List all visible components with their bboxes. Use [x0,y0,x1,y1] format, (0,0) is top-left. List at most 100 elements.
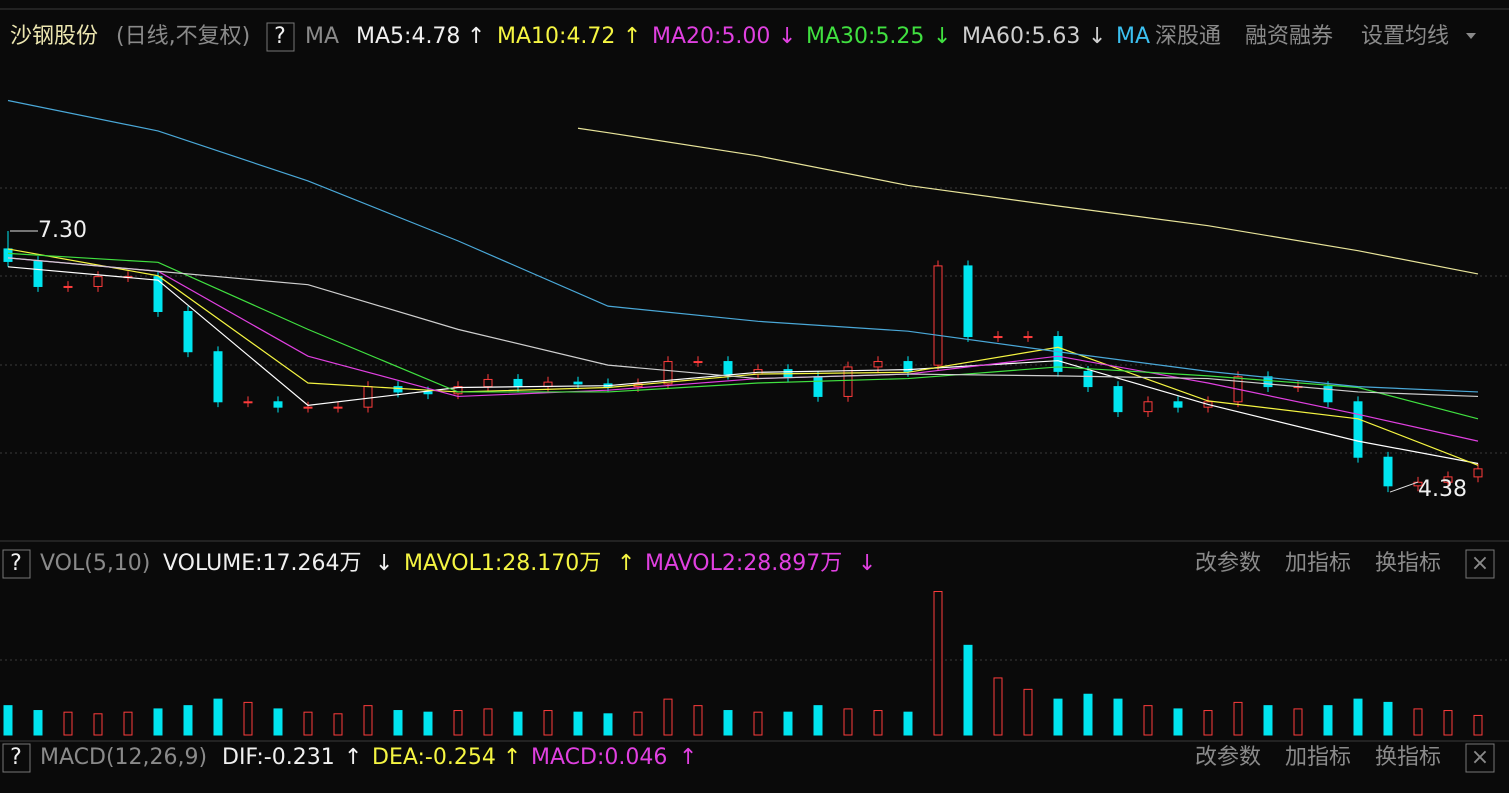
volume-bar [483,708,493,736]
help-label[interactable]: ? [10,551,22,576]
candle-body [483,378,493,388]
vol-arrow: ↓ [858,551,876,576]
candle-body [723,361,733,375]
candle-body [63,285,73,288]
help-button[interactable] [2,549,31,579]
macd-arrow: ↑ [679,745,697,770]
panel-button[interactable]: 加指标 [1285,551,1351,576]
candle-body [1443,476,1453,483]
price-annotation: 4.38 [1418,477,1467,502]
macd-item: DIF:-0.231 [222,745,335,770]
volume-bar [243,701,253,736]
ma-arrow: ↑ [623,24,641,49]
candle-body [963,265,973,338]
volume-bar [93,713,103,736]
volume-bar [453,710,463,736]
volume-bar [1323,705,1333,736]
candle-body [213,351,223,403]
volume-bar [153,708,163,736]
margin-button[interactable]: 融资融券 [1245,24,1333,49]
north-ma[interactable]: MA [1116,24,1150,49]
help-button[interactable] [2,743,31,773]
volume-bar [993,677,1003,736]
volume-bar [933,591,943,736]
volume-bar [423,711,433,736]
close-label[interactable]: × [1471,745,1489,770]
ma-item: MA5:4.78 [356,24,460,49]
period: (日线,不复权) [116,24,250,49]
volume-bar [1113,698,1123,736]
candle-body [93,276,103,287]
candle-body [903,361,913,372]
macd-item: DEA:-0.254 [372,745,496,770]
close-button[interactable] [1465,549,1495,579]
macd-arrow: ↑ [503,745,521,770]
ma-line [577,127,1479,275]
panel-button[interactable]: 加指标 [1285,745,1351,770]
panel-button[interactable]: 改参数 [1195,745,1261,770]
volume-bar [1233,701,1243,736]
settings-button[interactable]: 设置均线 [1361,24,1449,49]
candle-body [423,391,433,395]
volume-bar [1083,693,1093,736]
candle-body [1143,401,1153,413]
panel-button[interactable]: 换指标 [1375,551,1441,576]
annotation-pointer [1389,481,1419,493]
help-label[interactable]: ? [10,745,22,770]
close-label[interactable]: × [1471,551,1489,576]
volume-bar [1203,710,1213,736]
candle-body [1023,336,1033,339]
candle-body [3,248,13,262]
candle-body [873,361,883,368]
candle-body [1383,456,1393,487]
candle-body [363,386,373,408]
volume-bar [513,711,523,736]
north-flow[interactable]: 深股通 [1155,24,1221,49]
help-label[interactable]: ? [274,24,286,49]
volume-bar [1293,708,1303,736]
ma-line [7,248,1479,466]
candle-body [843,366,853,397]
help-button[interactable] [266,22,295,52]
candle-body [813,376,823,397]
ma-item: MA20:5.00 [652,24,770,49]
volume-bar [1023,688,1033,736]
ma-line [7,257,1479,398]
volume-bar [1173,708,1183,736]
candle-body [1473,468,1483,478]
volume-bar [873,710,883,736]
candle-body [243,401,253,404]
volume-bar [573,711,583,736]
volume-bar [723,710,733,736]
ma-line [7,252,1479,420]
ma-item: MA10:4.72 [497,24,615,49]
dropdown-arrow[interactable] [1466,33,1476,39]
vol-item: MAVOL2:28.897万 [645,551,842,576]
candle-body [1083,370,1093,388]
ma-label: MA [305,24,339,49]
ma-arrow: ↓ [933,24,951,49]
candle-body [33,260,43,287]
volume-bar [1413,708,1423,736]
panel-title: VOL(5,10) [40,551,150,576]
volume-bar [363,705,373,736]
panel-button[interactable]: 改参数 [1195,551,1261,576]
volume-bar [663,698,673,736]
vol-item: MAVOL1:28.170万 [404,551,601,576]
panel-button[interactable]: 换指标 [1375,745,1441,770]
volume-bar [783,711,793,736]
candle-body [993,336,1003,339]
volume-bar [303,711,313,736]
candle-body [663,361,673,385]
volume-bar [123,711,133,736]
close-button[interactable] [1465,743,1495,773]
ma-item: MA30:5.25 [806,24,924,49]
candle-body [1053,336,1063,372]
ma-arrow: ↓ [1088,24,1106,49]
ma-line [7,266,1479,465]
vol-item: VOLUME:17.264万 [163,551,362,576]
macd-arrow: ↑ [344,745,362,770]
volume-bar [1143,705,1153,736]
candle-body [1353,401,1363,458]
